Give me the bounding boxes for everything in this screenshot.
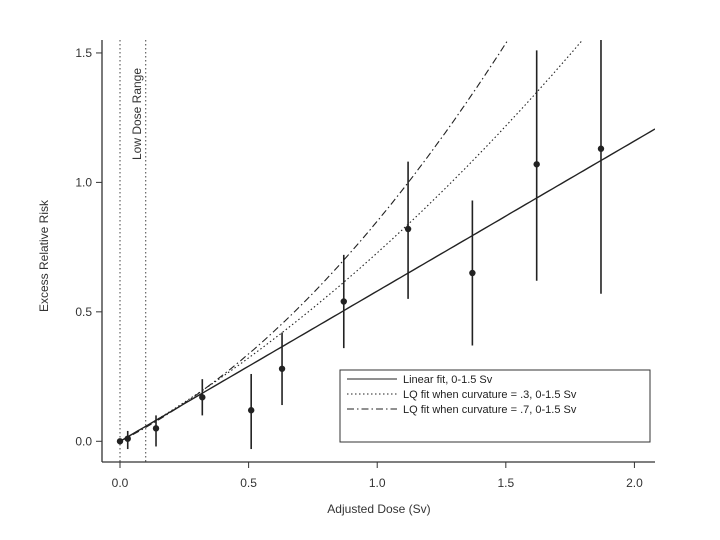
plot-frame — [101, 40, 655, 463]
y-tick-label: 1.0 — [75, 175, 92, 189]
fit-line-dashdot — [119, 40, 509, 442]
y-tick-label: 0.5 — [75, 305, 92, 319]
legend-label: LQ fit when curvature = .7, 0-1.5 Sv — [403, 404, 577, 416]
legend-box — [339, 369, 651, 443]
y-tick-label: 0.0 — [75, 434, 92, 448]
data-point — [533, 161, 540, 168]
data-points — [116, 145, 605, 445]
data-point — [247, 407, 255, 414]
x-tick-label: 2.0 — [626, 476, 643, 490]
x-tick-label: 0.0 — [112, 476, 129, 490]
data-point — [199, 394, 206, 401]
y-axis-ticks: 0.0 0.5 1.0 1.5 — [75, 46, 102, 448]
x-axis-ticks: 0.0 0.5 1.0 1.5 2.0 — [112, 462, 643, 490]
x-axis-title: Adjusted Dose (Sv) — [327, 502, 430, 516]
y-axis-title: Excess Relative Risk — [37, 199, 51, 312]
data-point — [116, 438, 124, 445]
x-tick-label: 1.0 — [369, 476, 386, 490]
data-point — [469, 269, 476, 277]
x-tick-label: 0.5 — [240, 476, 257, 490]
data-point — [597, 145, 605, 152]
fit-line-solid — [119, 128, 655, 442]
legend-label: Linear fit, 0-1.5 Sv — [403, 374, 493, 386]
data-point — [278, 365, 286, 372]
y-tick-label: 1.5 — [75, 46, 92, 60]
data-point — [152, 425, 160, 432]
legend: Linear fit, 0-1.5 Sv LQ fit when curvatur… — [339, 369, 651, 443]
data-point — [404, 225, 412, 233]
legend-label: LQ fit when curvature = .3, 0-1.5 Sv — [403, 389, 577, 401]
fit-lines — [119, 40, 655, 442]
x-tick-label: 1.5 — [497, 476, 514, 490]
data-point — [340, 298, 347, 305]
low-dose-range-annotation: Low Dose Range — [130, 68, 144, 160]
data-point — [124, 435, 131, 442]
